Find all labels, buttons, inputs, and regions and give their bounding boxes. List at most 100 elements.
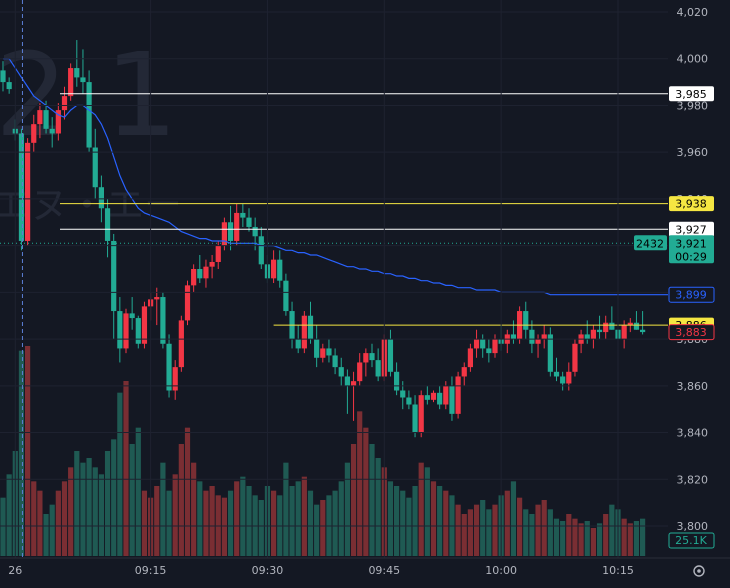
candle-body [111, 240, 117, 312]
watermark-name: エヌ・エー [0, 183, 182, 227]
volume-bar [86, 458, 92, 556]
current-price-label: 3,921 [675, 237, 707, 250]
volume-bar [178, 444, 184, 556]
candle-body [314, 339, 320, 358]
volume-bar [443, 490, 449, 556]
price-tags: 3,9853,9383,9273,8993,8863,8833,92100:29… [634, 86, 715, 549]
volume-bar [184, 427, 191, 556]
volume-bar [25, 346, 31, 556]
candle-body [400, 390, 406, 398]
candle-body [375, 360, 381, 377]
volume-bar [332, 490, 338, 556]
y-tick-label: 3,840 [677, 427, 709, 440]
volume-bar [68, 467, 74, 556]
volume-bar [504, 490, 510, 556]
candle-body [547, 334, 553, 372]
volume-bar [0, 497, 6, 556]
x-tick-label: 09:45 [368, 564, 400, 577]
candle-body [92, 147, 98, 188]
y-tick-label: 3,800 [677, 520, 709, 533]
volume-bar [117, 392, 123, 556]
candle-body [473, 339, 480, 349]
candle-body [394, 371, 400, 391]
candle-body [191, 269, 197, 286]
volume-bar [455, 504, 461, 556]
volume-bar [473, 504, 480, 556]
candle-body [640, 329, 646, 333]
candle-body [31, 124, 37, 143]
candle-body [590, 329, 596, 340]
price-tag-box [669, 86, 714, 102]
volume-bar [135, 427, 141, 556]
candle-body [418, 395, 424, 433]
volume-bar [621, 518, 627, 556]
volume-bar [584, 521, 590, 556]
candle-body [584, 334, 590, 340]
candle-body [535, 339, 541, 344]
volume-bar [209, 486, 215, 556]
volume-bar [529, 514, 535, 556]
candle-body [215, 245, 221, 262]
volume-bar [271, 490, 277, 556]
volume-bar [258, 500, 264, 556]
y-tick-label: 3,980 [677, 99, 709, 112]
candle-body [104, 208, 111, 241]
horizontal-lines[interactable] [0, 93, 668, 326]
y-tick-label: 4,020 [677, 6, 709, 19]
volume-bar [541, 500, 547, 556]
volume-bar [98, 474, 104, 556]
candle-body [178, 320, 184, 368]
volume-bar [430, 481, 437, 556]
candle-body [307, 315, 314, 340]
volume-bar [289, 486, 295, 556]
candle-body [541, 334, 547, 340]
settings-gear-icon-center [697, 569, 701, 573]
volume-bar [49, 504, 55, 556]
current-price-tag-box [669, 235, 714, 264]
volume-bar [387, 481, 394, 556]
candle-body [68, 68, 74, 97]
candle-body [301, 315, 307, 349]
volume-bar [394, 486, 400, 556]
candle-body [258, 236, 264, 265]
volume-bar [357, 411, 363, 556]
candle-body [492, 339, 498, 354]
volume-tag-box [634, 235, 667, 251]
candle-body [523, 311, 529, 330]
volume-bar [467, 509, 473, 556]
volume-bar [400, 490, 406, 556]
countdown-label: 00:29 [675, 250, 707, 263]
candle-body [529, 329, 535, 344]
candle-body [369, 353, 375, 361]
volume-bar [240, 476, 246, 556]
volume-bar [424, 467, 430, 556]
price-tag-box [669, 196, 714, 212]
volume-axis-tag-label: 25.1K [675, 534, 707, 547]
volume-bar [560, 521, 566, 556]
volume-bar [578, 523, 584, 556]
volume-bar [572, 518, 578, 556]
volume-bar [92, 467, 98, 556]
volume-bar [486, 509, 492, 556]
candle-body [461, 367, 467, 377]
volume-bar [412, 486, 418, 556]
volume-bar [234, 481, 240, 556]
volume-bar [43, 514, 49, 556]
candle-body [86, 82, 92, 148]
candle-body [197, 269, 203, 279]
volume-bar [31, 481, 37, 556]
candle-body [596, 329, 603, 333]
candle-body [154, 297, 160, 300]
volume-bar [301, 476, 307, 556]
candle-body [61, 96, 68, 111]
volume-bar [227, 490, 234, 556]
candle-body [406, 397, 412, 405]
candle-body [326, 348, 332, 356]
price-tag-box [669, 221, 714, 237]
settings-gear-icon[interactable] [693, 565, 705, 577]
candle-body [283, 280, 289, 312]
volume-bar [517, 497, 523, 556]
